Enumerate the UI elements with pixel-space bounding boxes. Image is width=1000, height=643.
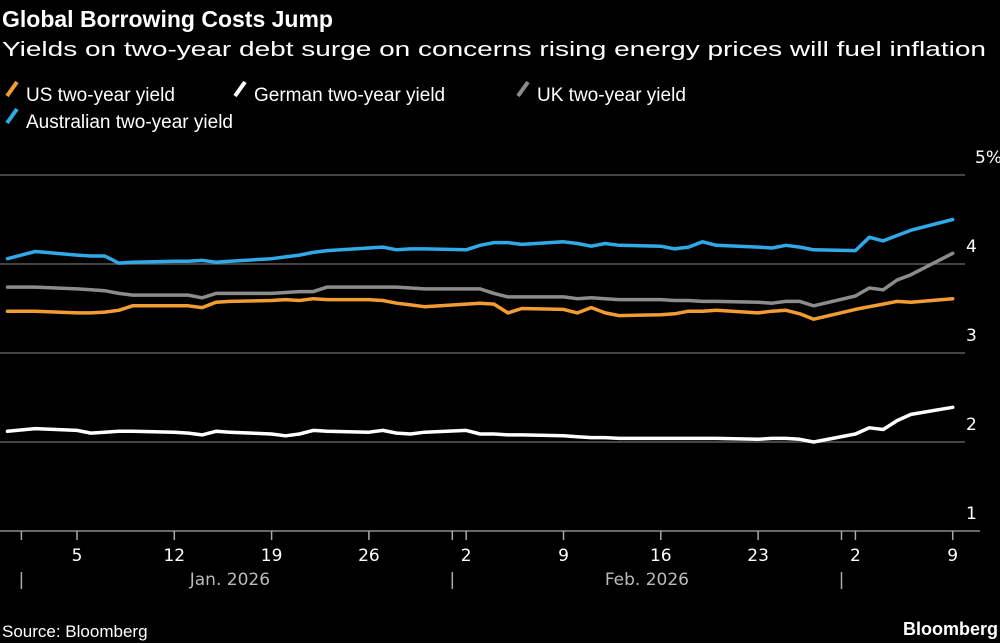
series-lines bbox=[5, 217, 955, 444]
x-tick-label: 9 bbox=[558, 546, 569, 566]
x-tick-label: 23 bbox=[747, 546, 769, 566]
series-line-uk-two-year-yield bbox=[5, 251, 955, 308]
chart-title: Global Borrowing Costs Jump bbox=[2, 6, 333, 32]
y-tick-label: 5% bbox=[975, 148, 1000, 168]
legend-label: German two-year yield bbox=[254, 85, 445, 106]
x-axis: 5 12 19 26 2 9 16 23 2 9 Jan. 2026 Feb. 2026 bbox=[0, 530, 980, 590]
y-tick-label: 1 bbox=[966, 504, 977, 524]
y-tick-label: 2 bbox=[966, 415, 977, 435]
y-tick-label: 4 bbox=[966, 237, 977, 257]
gridlines bbox=[0, 174, 965, 443]
x-tick-label: 2 bbox=[850, 546, 861, 566]
legend-swatch bbox=[233, 80, 247, 98]
y-tick-label: 3 bbox=[966, 326, 977, 346]
x-tick-label: 12 bbox=[163, 546, 185, 566]
chart-subtitle: Yields on two-year debt surge on concern… bbox=[2, 38, 986, 61]
legend: US two-year yield German two-year yield UK… bbox=[5, 80, 686, 133]
y-axis: 1 2 3 4 5% bbox=[966, 148, 1000, 524]
series-line-australian-two-year-yield bbox=[5, 217, 955, 265]
source-note: Source: Bloomberg bbox=[2, 622, 148, 641]
bloomberg-logo: Bloomberg bbox=[903, 619, 998, 639]
legend-label: Australian two-year yield bbox=[26, 112, 233, 133]
month-label: Jan. 2026 bbox=[189, 570, 270, 590]
legend-label: UK two-year yield bbox=[537, 85, 686, 106]
legend-swatch bbox=[5, 80, 19, 98]
series-line-german-two-year-yield bbox=[5, 405, 955, 444]
x-tick-label: 9 bbox=[947, 546, 958, 566]
month-label: Feb. 2026 bbox=[605, 570, 689, 590]
series-line-us-two-year-yield bbox=[5, 296, 955, 321]
x-tick-label: 26 bbox=[358, 546, 380, 566]
x-tick-label: 16 bbox=[650, 546, 672, 566]
legend-swatch bbox=[516, 80, 530, 98]
legend-label: US two-year yield bbox=[26, 85, 175, 106]
x-tick-label: 2 bbox=[461, 546, 472, 566]
x-tick-label: 19 bbox=[261, 546, 283, 566]
legend-swatch bbox=[5, 107, 19, 125]
x-tick-label: 5 bbox=[72, 546, 83, 566]
